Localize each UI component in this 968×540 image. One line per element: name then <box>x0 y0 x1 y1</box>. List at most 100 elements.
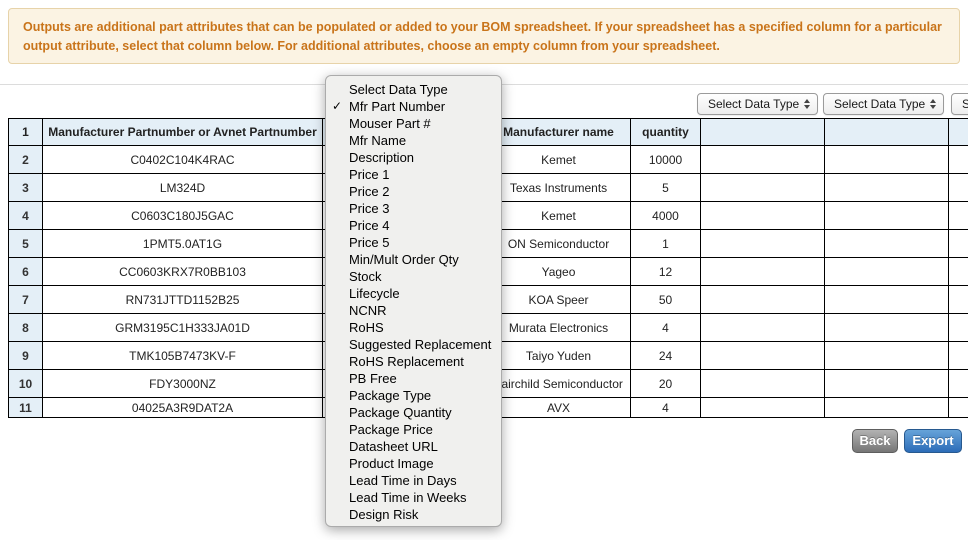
quantity-cell: 5 <box>630 173 701 202</box>
partnumber-cell: C0402C104K4RAC <box>42 145 323 174</box>
empty-cell <box>824 313 949 342</box>
menu-item[interactable]: Price 3 <box>349 201 390 216</box>
partnumber-cell: 04025A3R9DAT2A <box>42 397 323 418</box>
quantity-cell: 4 <box>630 313 701 342</box>
partnumber-cell: 1PMT5.0AT1G <box>42 229 323 258</box>
menu-item[interactable]: Package Type <box>349 388 432 403</box>
menu-item-checked[interactable]: ✓ Mfr Part Number <box>326 98 501 115</box>
quantity-cell: 20 <box>630 369 701 398</box>
menu-item[interactable]: Package Quantity <box>349 405 452 420</box>
menu-item[interactable]: Price 4 <box>349 218 390 233</box>
manufacturer-cell: Taiyo Yuden <box>486 341 631 370</box>
menu-item[interactable]: RoHS Replacement <box>349 354 464 369</box>
menu-item[interactable]: Price 2 <box>349 184 390 199</box>
empty-cell <box>824 173 949 202</box>
row-number-cell: 1 <box>8 118 43 146</box>
quantity-cell: 50 <box>630 285 701 314</box>
menu-item[interactable]: Price 1 <box>349 167 390 182</box>
menu-item[interactable]: Price 5 <box>349 235 390 250</box>
empty-cell <box>824 369 949 398</box>
manufacturer-cell: Kemet <box>486 201 631 230</box>
select-data-type-1[interactable]: Select Data Type <box>697 93 818 115</box>
row-number-cell: 5 <box>8 229 43 258</box>
empty-cell <box>700 313 825 342</box>
menu-item-label: Mfr Part Number <box>349 99 446 114</box>
empty-cell <box>948 369 968 398</box>
menu-item[interactable]: Lifecycle <box>349 286 400 301</box>
partnumber-cell: RN731JTTD1152B25 <box>42 285 323 314</box>
info-banner-text: Outputs are additional part attributes t… <box>23 20 942 53</box>
row-number-cell: 3 <box>8 173 43 202</box>
menu-item[interactable]: RoHS <box>349 320 384 335</box>
empty-header-cell <box>948 118 968 146</box>
empty-cell <box>700 369 825 398</box>
row-number-cell: 2 <box>8 145 43 174</box>
manufacturer-cell: ON Semiconductor <box>486 229 631 258</box>
menu-item[interactable]: Product Image <box>349 456 434 471</box>
select-data-type-3[interactable]: Select Data Type <box>951 93 968 115</box>
empty-cell <box>700 145 825 174</box>
partnumber-cell: LM324D <box>42 173 323 202</box>
partnumber-cell: GRM3195C1H333JA01D <box>42 313 323 342</box>
empty-cell <box>948 313 968 342</box>
menu-item[interactable]: Lead Time in Days <box>349 473 457 488</box>
checkmark-icon: ✓ <box>332 99 343 113</box>
manufacturer-cell: Murata Electronics <box>486 313 631 342</box>
row-number-cell: 6 <box>8 257 43 286</box>
menu-item[interactable]: Mfr Name <box>349 133 407 148</box>
data-type-menu: Select Data Type ✓ Mfr Part Number Mouser… <box>325 75 502 527</box>
quantity-cell: 4 <box>630 397 701 418</box>
manufacturer-cell: AVX <box>486 397 631 418</box>
empty-cell <box>824 201 949 230</box>
empty-cell <box>824 229 949 258</box>
row-number-cell: 7 <box>8 285 43 314</box>
menu-item[interactable]: Design Risk <box>349 507 419 522</box>
menu-item[interactable]: Lead Time in Weeks <box>349 490 467 505</box>
partnumber-cell: FDY3000NZ <box>42 369 323 398</box>
quantity-cell: 4000 <box>630 201 701 230</box>
export-button[interactable]: Export <box>904 429 962 453</box>
menu-item[interactable]: Mouser Part # <box>349 116 431 131</box>
empty-cell <box>700 257 825 286</box>
empty-cell <box>700 229 825 258</box>
empty-cell <box>948 285 968 314</box>
menu-item[interactable]: Select Data Type <box>349 82 448 97</box>
menu-item[interactable]: NCNR <box>349 303 387 318</box>
empty-cell <box>700 201 825 230</box>
select-data-type-1-label: Select Data Type <box>708 97 800 111</box>
menu-item[interactable]: Datasheet URL <box>349 439 438 454</box>
menu-item[interactable]: Package Price <box>349 422 433 437</box>
empty-cell <box>948 341 968 370</box>
partnumber-header-cell: Manufacturer Partnumber or Avnet Partnum… <box>42 118 323 146</box>
empty-cell <box>948 145 968 174</box>
updown-arrows-icon <box>930 99 936 109</box>
menu-item[interactable]: PB Free <box>349 371 397 386</box>
partnumber-cell: TMK105B7473KV-F <box>42 341 323 370</box>
empty-cell <box>948 173 968 202</box>
back-button[interactable]: Back <box>852 429 898 453</box>
empty-cell <box>700 173 825 202</box>
empty-cell <box>824 397 949 418</box>
empty-cell <box>824 145 949 174</box>
empty-cell <box>824 257 949 286</box>
empty-cell <box>824 341 949 370</box>
row-number-cell: 11 <box>8 397 43 418</box>
select-data-type-2-label: Select Data Type <box>834 97 926 111</box>
empty-header-cell <box>824 118 949 146</box>
quantity-cell: 1 <box>630 229 701 258</box>
menu-item[interactable]: Description <box>349 150 415 165</box>
select-data-type-2[interactable]: Select Data Type <box>823 93 944 115</box>
manufacturer-cell: Texas Instruments <box>486 173 631 202</box>
menu-item[interactable]: Min/Mult Order Qty <box>349 252 459 267</box>
empty-header-cell <box>700 118 825 146</box>
manufacturer-cell: KOA Speer <box>486 285 631 314</box>
empty-cell <box>700 285 825 314</box>
select-data-type-3-label: Select Data Type <box>962 97 968 111</box>
quantity-header-cell: quantity <box>630 118 701 146</box>
empty-cell <box>700 341 825 370</box>
menu-item[interactable]: Suggested Replacement <box>349 337 492 352</box>
partnumber-cell: CC0603KRX7R0BB103 <box>42 257 323 286</box>
menu-item[interactable]: Stock <box>349 269 382 284</box>
empty-cell <box>700 397 825 418</box>
manufacturer-cell: Fairchild Semiconductor <box>486 369 631 398</box>
